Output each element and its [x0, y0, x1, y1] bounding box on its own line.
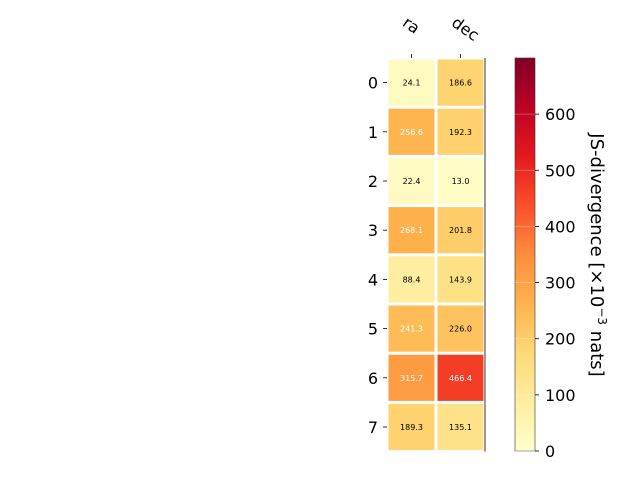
heatmap-cell — [388, 354, 435, 401]
colorbar-tick-label: 300 — [545, 274, 576, 293]
colorbar-tick-label: 500 — [545, 161, 576, 180]
cell-value-label: 143.9 — [449, 275, 472, 284]
cell-value-label: 22.4 — [403, 177, 421, 186]
heatmap-cell — [437, 108, 484, 155]
heatmap-cell — [388, 305, 435, 352]
heatmap-cell — [437, 354, 484, 401]
row-tick-label: 2 — [368, 172, 378, 191]
cell-value-label: 241.3 — [400, 325, 423, 334]
heatmap-cell — [437, 207, 484, 254]
cell-value-label: 226.0 — [449, 325, 472, 334]
colorbar-gradient — [514, 57, 536, 452]
cell-value-label: 466.4 — [449, 374, 472, 383]
row-tick-label: 6 — [368, 369, 378, 388]
heatmap-cell — [437, 305, 484, 352]
colorbar: 0 100 200 300 400 500 600 — [514, 57, 576, 461]
colorbar-tick-label: 100 — [545, 386, 576, 405]
colorbar-tick-label: 200 — [545, 330, 576, 349]
colorbar-tick-label: 400 — [545, 217, 576, 236]
row-tick-label: 4 — [368, 270, 378, 289]
cell-value-label: 315.7 — [400, 374, 423, 383]
heatmap-cell — [388, 157, 435, 205]
heatmap-cells: 24.1 186.6 256.6 192.3 22.4 13.0 268.1 201.8 88.… — [388, 58, 486, 452]
cell-value-label: 186.6 — [449, 79, 472, 88]
row-tick-label: 7 — [368, 418, 378, 437]
column-labels: ra dec — [399, 13, 483, 58]
cell-value-label: 189.3 — [400, 423, 423, 432]
row-tick-label: 5 — [368, 320, 378, 339]
colorbar-tick-label: 600 — [545, 105, 576, 124]
heatmap-cell — [388, 207, 435, 254]
heatmap-cell — [437, 256, 484, 303]
heatmap-cell — [437, 59, 484, 106]
column-tick-label: ra — [399, 13, 423, 38]
row-tick-label: 3 — [368, 221, 378, 240]
heatmap-cell — [437, 403, 484, 451]
heatmap-cell — [388, 256, 435, 303]
cell-value-label: 88.4 — [403, 275, 421, 284]
cell-value-label: 201.8 — [449, 226, 472, 235]
heatmap-cell — [388, 403, 435, 451]
colorbar-label: JS-divergence [×10−3 nats] — [586, 132, 609, 376]
colorbar-tick-label: 0 — [545, 442, 555, 461]
cell-value-label: 135.1 — [449, 423, 472, 432]
cell-value-label: 192.3 — [449, 128, 472, 137]
cell-value-label: 268.1 — [400, 226, 423, 235]
cell-value-label: 13.0 — [452, 177, 470, 186]
heatmap-cell — [437, 157, 484, 205]
row-tick-label: 0 — [368, 74, 378, 93]
heatmap-cell — [388, 108, 435, 155]
heatmap-cell — [388, 59, 435, 106]
column-tick-label: dec — [448, 13, 482, 45]
row-labels: 0 1 2 3 4 5 6 7 — [368, 74, 387, 437]
cell-value-label: 24.1 — [403, 79, 421, 88]
row-tick-label: 1 — [368, 123, 378, 142]
cell-value-label: 256.6 — [400, 128, 423, 137]
